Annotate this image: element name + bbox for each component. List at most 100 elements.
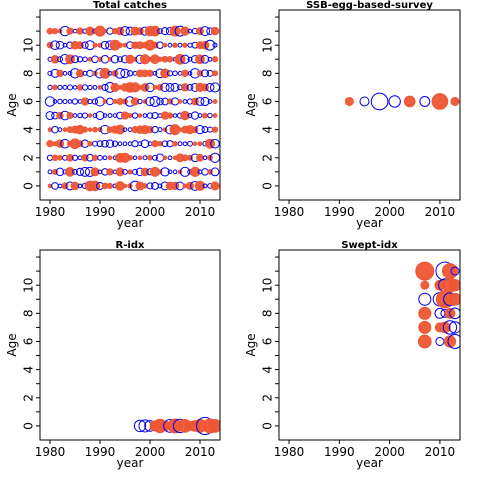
bubble-point [447,334,460,349]
y-tick-label: 8 [22,310,36,318]
bubble-point [137,141,143,147]
bubble-point [160,82,170,93]
bubble-point [201,126,209,134]
bubble-point [450,266,460,276]
bubble-point [152,84,158,90]
bubble-point [91,154,99,161]
bubble-point [165,82,175,92]
bubble-point [172,113,178,118]
bubble-point [106,97,114,106]
bubble-point [149,96,161,107]
bubble-point [66,84,74,91]
bubble-point [172,169,178,175]
x-axis-label: year [356,456,383,470]
bubble-point [449,307,460,320]
bubble-point [52,99,58,104]
bubble-point [122,141,128,147]
bubble-point [205,82,215,92]
bubble-point [140,83,150,92]
bubble-point [200,69,210,78]
bubble-point [97,84,103,90]
bubble-point [115,124,125,135]
x-tick-label: 2000 [374,205,405,219]
bubble-point [77,183,83,189]
bubble-point [126,70,134,77]
bubble-series [415,261,460,349]
bubble-point [90,167,100,177]
bubble-point [50,40,60,50]
bubble-point [122,127,128,132]
bubble-point [95,111,105,121]
bubble-point [210,181,220,191]
bubble-point [172,42,178,48]
bubble-point [195,124,205,135]
bubble-point [75,69,85,78]
bubble-point [47,70,53,76]
y-tick-label: 0 [22,182,36,190]
bubble-point [212,113,218,118]
bubble-point [182,99,188,104]
bubble-point [55,139,65,148]
plot-frame [278,9,461,201]
bubble-point [157,28,163,34]
bubble-point [56,111,64,120]
bubble-point [162,155,168,161]
y-tick-label: 10 [261,278,275,293]
bubble-point [71,55,79,64]
bubble-point [199,26,211,37]
bubble-point [160,68,170,79]
bubble-point [211,70,219,77]
bubble-point [156,97,164,106]
bubble-point [166,112,174,119]
bubble-point [151,140,159,148]
bubble-point [105,139,115,148]
bubble-point [47,84,53,91]
bubble-point [157,140,163,147]
y-tick-label: 6 [261,98,275,106]
bubble-point [210,138,220,149]
bubble-series [344,92,460,111]
bubble-point [130,97,140,106]
bubble-point [91,98,99,105]
bubble-point [122,183,128,189]
x-tick-label: 2010 [425,445,456,459]
chart-title: SSB-egg-based-survey [306,0,433,11]
bubble-point [137,98,143,105]
y-tick-label: 10 [22,278,36,293]
bubble-point [57,154,63,161]
bubble-point [200,54,210,64]
bubble-point [177,99,183,104]
bubble-point [359,96,370,107]
bubble-point [207,99,213,104]
bubble-point [65,166,75,177]
bubble-point [76,27,84,35]
bubble-point [92,126,98,133]
chart-title: Swept-idx [341,240,398,251]
bubble-point [443,335,457,348]
bubble-point [189,166,201,178]
bubble-point [194,180,206,192]
bubble-point [81,112,89,119]
bubble-point [152,70,158,76]
bubble-point [161,27,169,36]
x-axis-label: year [117,216,144,230]
bubble-point [177,70,183,76]
x-axis-label: year [356,216,383,230]
bubble-point [156,84,164,91]
bubble-point [106,168,114,176]
bubble-point [174,53,186,65]
bubble-point [145,96,155,107]
bubble-point [62,84,68,90]
bubble-point [51,182,59,190]
bubble-point [91,55,99,64]
bubble-point [96,140,104,148]
bubble-point [62,98,68,105]
bubble-point [146,69,154,77]
plot-frame [39,9,221,201]
bubble-point [180,54,190,64]
bubble-point [191,126,199,134]
x-tick-label: 1990 [85,445,116,459]
bubble-point [115,26,125,36]
y-tick-label: 10 [261,38,275,53]
bubble-point [101,139,109,148]
